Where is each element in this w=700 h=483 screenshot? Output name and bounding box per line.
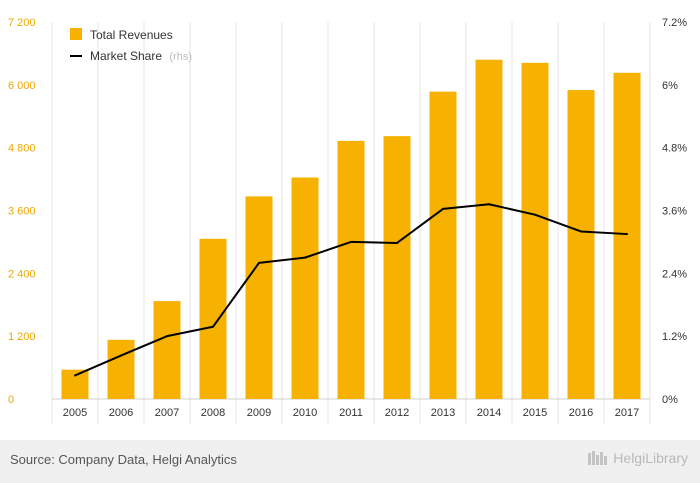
bar-total-revenues bbox=[567, 90, 595, 399]
x-tick-label: 2017 bbox=[615, 407, 639, 419]
y-left-tick-label: 6 000 bbox=[8, 80, 36, 92]
point-market-share bbox=[166, 335, 168, 338]
bar-total-revenues bbox=[475, 59, 503, 399]
legend-label-market-share-main: Market Share bbox=[90, 49, 162, 63]
bar-total-revenues bbox=[429, 91, 457, 400]
point-market-share bbox=[488, 203, 490, 206]
bar-total-revenues bbox=[107, 339, 135, 399]
point-market-share bbox=[580, 230, 582, 233]
bar-total-revenues bbox=[153, 301, 181, 399]
x-tick-label: 2010 bbox=[293, 407, 317, 419]
point-market-share bbox=[350, 240, 352, 243]
y-left-tick-label: 3 600 bbox=[8, 206, 36, 218]
legend-label-revenues: Total Revenues bbox=[90, 28, 173, 42]
chart-svg: 0 1 200 2 400 3 600 4 800 6 000 7 200 0% 1.2% 2.4… bbox=[8, 17, 687, 424]
source-note: Source: Company Data, Helgi Analytics bbox=[10, 452, 237, 467]
point-market-share bbox=[74, 374, 76, 377]
point-market-share bbox=[534, 213, 536, 216]
x-tick-label: 2015 bbox=[523, 407, 547, 419]
footer: Source: Company Data, Helgi Analytics He… bbox=[0, 440, 700, 483]
y-left-tick-label: 4 800 bbox=[8, 143, 36, 155]
legend-label-market-share-sub: (rhs) bbox=[169, 51, 192, 63]
y-right-tick-label: 6% bbox=[662, 80, 678, 92]
x-tick-label: 2011 bbox=[339, 407, 363, 419]
bar-total-revenues bbox=[337, 140, 365, 399]
point-market-share bbox=[396, 241, 398, 244]
x-tick-label: 2016 bbox=[569, 407, 593, 419]
y-left-tick-label: 1 200 bbox=[8, 331, 36, 343]
legend: Total Revenues Market Share (rhs) bbox=[70, 28, 192, 63]
bar-total-revenues bbox=[383, 136, 411, 399]
x-tick-label: 2008 bbox=[201, 407, 225, 419]
bar-total-revenues bbox=[613, 72, 641, 399]
x-tick-label: 2009 bbox=[247, 407, 271, 419]
y-right-tick-label: 1.2% bbox=[662, 331, 687, 343]
y-right-tick-label: 0% bbox=[662, 394, 678, 406]
legend-label-market-share: Market Share (rhs) bbox=[90, 49, 192, 63]
brand-logo: HelgiLibrary bbox=[587, 450, 688, 466]
point-market-share bbox=[442, 207, 444, 210]
point-market-share bbox=[212, 325, 214, 328]
y-right-tick-label: 3.6% bbox=[662, 206, 687, 218]
y-left-tick-label: 7 200 bbox=[8, 17, 36, 29]
y-left-tick-label: 2 400 bbox=[8, 268, 36, 280]
bar-total-revenues bbox=[61, 369, 89, 399]
x-tick-label: 2012 bbox=[385, 407, 409, 419]
y-right-tick-label: 7.2% bbox=[662, 17, 687, 29]
bar-total-revenues bbox=[199, 238, 227, 399]
y-right-tick-label: 2.4% bbox=[662, 268, 687, 280]
point-market-share bbox=[120, 354, 122, 357]
y-left-tick-label: 0 bbox=[8, 394, 14, 406]
x-tick-label: 2013 bbox=[431, 407, 455, 419]
bar-total-revenues bbox=[521, 62, 549, 399]
legend-swatch-bar bbox=[70, 28, 82, 40]
x-tick-label: 2014 bbox=[477, 407, 501, 419]
library-icon bbox=[588, 451, 608, 465]
x-tick-label: 2006 bbox=[109, 407, 133, 419]
y-right-tick-label: 4.8% bbox=[662, 143, 687, 155]
point-market-share bbox=[626, 233, 628, 236]
point-market-share bbox=[258, 261, 260, 264]
point-market-share bbox=[304, 256, 306, 259]
bar-total-revenues bbox=[291, 177, 319, 399]
x-tick-label: 2007 bbox=[155, 407, 179, 419]
bar-total-revenues bbox=[245, 196, 273, 399]
brand-name: HelgiLibrary bbox=[613, 450, 688, 466]
x-tick-label: 2005 bbox=[63, 407, 87, 419]
